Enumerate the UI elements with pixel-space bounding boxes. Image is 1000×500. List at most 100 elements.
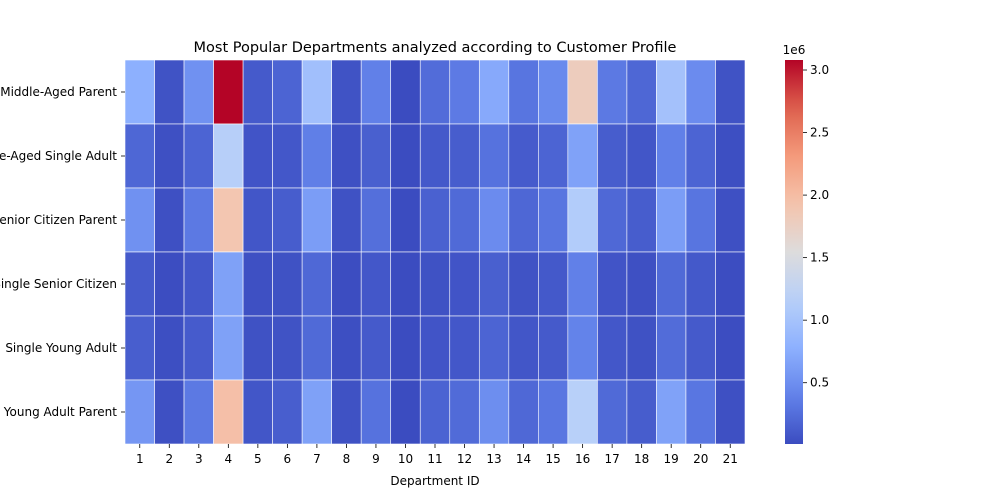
heatmap-cell [656,187,687,253]
heatmap-cell [154,59,185,125]
heatmap-cell [419,315,451,381]
heatmap-cell [508,251,539,317]
heatmap-cell [183,59,214,125]
heatmap-cell [419,187,451,253]
heatmap-cell [597,123,628,189]
heatmap-cell [390,379,421,445]
y-tick-label: Young Adult Parent [3,405,118,419]
heatmap-cell [419,123,451,189]
y-tick-labels: Middle-Aged Parent Middle-Aged Single Adu… [0,85,125,419]
x-tick-label: 4 [225,452,233,466]
heatmap-cell [656,315,687,381]
x-tick-label: 18 [634,452,649,466]
heatmap-cells [124,59,746,445]
x-tick-label: 2 [165,452,173,466]
x-tick-label: 11 [427,452,442,466]
colorbar-scale-label: 1e6 [783,43,806,57]
heatmap-cell [567,251,598,317]
heatmap-cell [390,123,421,189]
x-tick-label: 5 [254,452,262,466]
heatmap-cell [538,379,569,445]
y-tick-label: Middle-Aged Parent [0,85,117,99]
heatmap-cell [685,251,716,317]
x-tick-label: 13 [486,452,501,466]
x-tick-label: 1 [136,452,144,466]
heatmap-cell [449,187,480,253]
heatmap-cell [656,59,687,125]
heatmap-cell [567,123,598,189]
colorbar-tick-label: 1.0 [810,313,829,327]
heatmap-cell [419,251,451,317]
heatmap-cell [213,315,244,381]
heatmap-cell [242,379,273,445]
heatmap-cell [449,379,480,445]
heatmap-cell [360,315,392,381]
heatmap-cell [656,379,687,445]
heatmap-cell [597,251,628,317]
heatmap-cell [449,123,480,189]
heatmap-cell [449,315,480,381]
heatmap-cell [508,379,539,445]
x-tick-label: 16 [575,452,590,466]
heatmap-cell [331,123,362,189]
heatmap-cell [626,379,657,445]
x-tick-label: 7 [313,452,321,466]
heatmap-cell [272,315,303,381]
x-tick-label: 8 [343,452,351,466]
colorbar: 0.5 1.0 1.5 2.0 2.5 3.0 1e6 [783,43,829,444]
heatmap-cell [242,251,273,317]
heatmap-cell [685,315,716,381]
x-tick-label: 10 [398,452,413,466]
heatmap-cell [449,251,480,317]
heatmap-cell [154,123,185,189]
colorbar-tick-label: 0.5 [810,376,829,390]
heatmap-cell [478,187,510,253]
heatmap-cell [331,251,362,317]
heatmap-cell [508,187,539,253]
heatmap-cell [183,251,214,317]
heatmap-cell [301,187,332,253]
heatmap-cell [626,315,657,381]
heatmap-cell [360,187,392,253]
heatmap-cell [478,123,510,189]
heatmap-cell [656,123,687,189]
heatmap-cell [508,315,539,381]
colorbar-tick-label: 3.0 [810,63,829,77]
x-tick-label: 15 [545,452,560,466]
heatmap-cell [715,379,746,445]
heatmap-cell [124,123,155,189]
x-tick-labels: 1 2 3 4 5 6 7 8 9 10 11 12 13 14 15 16 17 18 19 20 21 [136,444,738,466]
heatmap-cell [183,187,214,253]
heatmap-cell [538,123,569,189]
colorbar-ticks: 0.5 1.0 1.5 2.0 2.5 3.0 [803,63,829,390]
heatmap-cell [685,59,716,125]
colorbar-tick-label: 2.0 [810,188,829,202]
heatmap-cell [154,187,185,253]
heatmap-cell [213,123,244,189]
heatmap-cell [331,315,362,381]
heatmap-cell [478,59,510,125]
heatmap-cell [626,123,657,189]
x-tick-label: 17 [605,452,620,466]
heatmap-cell [597,315,628,381]
heatmap-cell [360,59,392,125]
heatmap-cell [272,187,303,253]
heatmap-cell [360,379,392,445]
heatmap-cell [538,187,569,253]
heatmap-cell [567,59,598,125]
colorbar-tick-label: 1.5 [810,251,829,265]
heatmap-cell [183,123,214,189]
heatmap-cell [331,59,362,125]
heatmap-cell [183,379,214,445]
heatmap-cell [154,379,185,445]
heatmap-cell [538,251,569,317]
x-tick-label: 12 [457,452,472,466]
heatmap-cell [213,187,244,253]
heatmap-cell [331,379,362,445]
heatmap-cell [213,379,244,445]
heatmap-cell [478,251,510,317]
heatmap-cell [301,315,332,381]
heatmap-cell [478,379,510,445]
heatmap-cell [685,187,716,253]
